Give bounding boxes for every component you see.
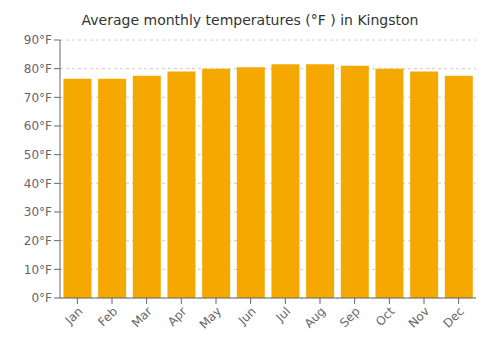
svg-text:80°F: 80°F bbox=[24, 62, 52, 76]
svg-text:70°F: 70°F bbox=[24, 91, 52, 105]
svg-text:Feb: Feb bbox=[95, 304, 120, 329]
svg-text:Nov: Nov bbox=[406, 304, 432, 330]
svg-text:Dec: Dec bbox=[440, 304, 466, 330]
svg-text:60°F: 60°F bbox=[24, 119, 52, 133]
svg-text:Aug: Aug bbox=[302, 304, 328, 330]
svg-text:May: May bbox=[197, 304, 224, 331]
svg-text:Jul: Jul bbox=[273, 304, 294, 325]
html-text:Average monthly temperatures (: Average monthly temperatures (°F ) in Ki… bbox=[81, 12, 419, 28]
svg-text:90°F: 90°F bbox=[24, 33, 52, 47]
svg-text:10°F: 10°F bbox=[24, 263, 52, 277]
svg-text:Mar: Mar bbox=[129, 304, 155, 330]
svg-text:30°F: 30°F bbox=[24, 205, 52, 219]
svg-text:Jan: Jan bbox=[62, 304, 86, 328]
svg-text:20°F: 20°F bbox=[24, 234, 52, 248]
svg-text:Sep: Sep bbox=[337, 304, 363, 330]
svg-text:Oct: Oct bbox=[373, 304, 398, 329]
svg-text:Jun: Jun bbox=[235, 304, 259, 328]
svg-text:Apr: Apr bbox=[165, 304, 190, 329]
svg-text:50°F: 50°F bbox=[24, 148, 52, 162]
svg-text:40°F: 40°F bbox=[24, 177, 52, 191]
svg-text:0°F: 0°F bbox=[31, 291, 52, 305]
